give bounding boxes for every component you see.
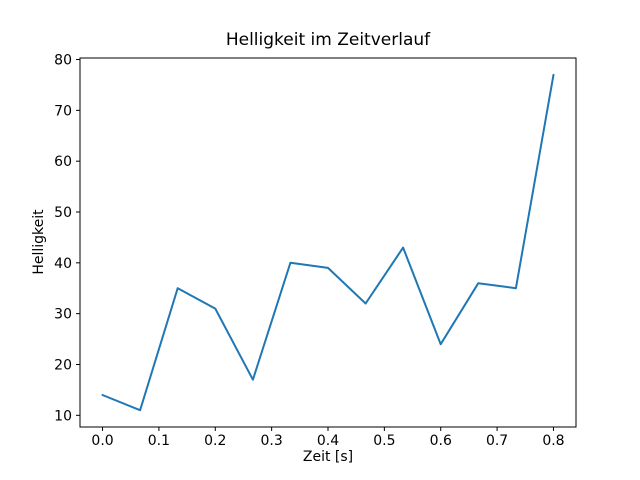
x-tick-label: 0.4 — [317, 433, 339, 449]
x-tick-label: 0.8 — [542, 433, 564, 449]
y-axis-label: Helligkeit — [31, 209, 47, 275]
x-tick-label: 0.2 — [204, 433, 226, 449]
y-tick-label: 10 — [54, 408, 72, 424]
chart-title: Helligkeit im Zeitverlauf — [225, 30, 431, 50]
x-tick-label: 0.5 — [373, 433, 395, 449]
y-tick-label: 30 — [54, 307, 72, 323]
x-tick-label: 0.6 — [430, 433, 452, 449]
x-tick-label: 0.1 — [148, 433, 170, 449]
y-tick-label: 60 — [54, 154, 72, 170]
y-tick-label: 80 — [54, 53, 72, 69]
plot-frame — [79, 57, 577, 428]
x-tick-label: 0.7 — [486, 433, 508, 449]
x-tick-label: 0.0 — [91, 433, 113, 449]
y-tick-label: 70 — [54, 103, 72, 119]
x-axis-label: Zeit [s] — [302, 449, 354, 465]
y-tick-label: 50 — [54, 205, 72, 221]
data-line — [101, 73, 555, 412]
y-tick-label: 40 — [54, 256, 72, 272]
y-tick-label: 20 — [54, 357, 72, 373]
x-tick-label: 0.3 — [261, 433, 283, 449]
